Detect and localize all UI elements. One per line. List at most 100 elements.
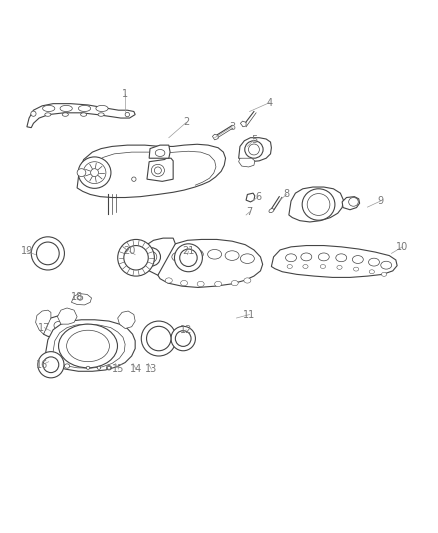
- Ellipse shape: [180, 249, 197, 266]
- Ellipse shape: [172, 252, 186, 262]
- Polygon shape: [246, 193, 255, 202]
- Polygon shape: [212, 134, 218, 140]
- Text: 7: 7: [247, 207, 253, 217]
- Text: 5: 5: [251, 135, 257, 145]
- Ellipse shape: [302, 189, 335, 220]
- Ellipse shape: [78, 106, 91, 111]
- Text: 4: 4: [266, 98, 272, 108]
- Text: 21: 21: [182, 246, 194, 256]
- Ellipse shape: [83, 161, 106, 183]
- Ellipse shape: [107, 366, 111, 369]
- Ellipse shape: [60, 106, 72, 111]
- Ellipse shape: [64, 364, 70, 368]
- Ellipse shape: [269, 208, 274, 213]
- Ellipse shape: [147, 326, 171, 351]
- Text: 18: 18: [71, 292, 83, 302]
- Ellipse shape: [54, 321, 63, 329]
- Ellipse shape: [197, 281, 204, 287]
- Text: 6: 6: [255, 192, 261, 201]
- Ellipse shape: [368, 258, 379, 266]
- Ellipse shape: [337, 265, 342, 269]
- Ellipse shape: [78, 157, 111, 188]
- Ellipse shape: [141, 321, 176, 356]
- Polygon shape: [27, 103, 135, 128]
- Ellipse shape: [307, 193, 330, 215]
- Ellipse shape: [118, 239, 154, 276]
- Ellipse shape: [62, 113, 68, 116]
- Ellipse shape: [248, 144, 259, 155]
- Ellipse shape: [43, 357, 59, 373]
- Ellipse shape: [303, 264, 308, 269]
- Polygon shape: [289, 187, 343, 222]
- Ellipse shape: [369, 270, 374, 274]
- Ellipse shape: [353, 256, 363, 263]
- Ellipse shape: [353, 267, 359, 271]
- Ellipse shape: [225, 251, 239, 261]
- Ellipse shape: [154, 167, 161, 174]
- Ellipse shape: [142, 248, 160, 266]
- Ellipse shape: [151, 164, 164, 176]
- Ellipse shape: [132, 177, 136, 181]
- Text: 14: 14: [130, 364, 142, 374]
- Text: 1: 1: [122, 89, 128, 99]
- Polygon shape: [43, 316, 76, 337]
- Ellipse shape: [45, 113, 51, 116]
- Polygon shape: [71, 294, 92, 305]
- Ellipse shape: [215, 281, 222, 287]
- Ellipse shape: [180, 280, 187, 286]
- Text: 12: 12: [180, 325, 192, 335]
- Ellipse shape: [36, 242, 59, 265]
- Ellipse shape: [231, 280, 238, 286]
- Text: 17: 17: [38, 322, 50, 333]
- Ellipse shape: [240, 254, 254, 263]
- Ellipse shape: [146, 252, 157, 262]
- Polygon shape: [147, 158, 173, 181]
- Ellipse shape: [175, 330, 191, 346]
- Ellipse shape: [286, 254, 297, 262]
- Text: 8: 8: [284, 189, 290, 199]
- Ellipse shape: [124, 246, 148, 270]
- Text: 11: 11: [244, 310, 256, 319]
- Ellipse shape: [155, 149, 165, 157]
- Polygon shape: [158, 239, 263, 287]
- Ellipse shape: [91, 169, 99, 176]
- Ellipse shape: [165, 278, 172, 283]
- Polygon shape: [149, 145, 170, 158]
- Ellipse shape: [78, 296, 83, 300]
- Polygon shape: [35, 310, 51, 334]
- Text: 3: 3: [229, 122, 235, 132]
- Ellipse shape: [336, 254, 347, 262]
- Polygon shape: [118, 311, 135, 328]
- Ellipse shape: [381, 261, 392, 269]
- Polygon shape: [239, 138, 272, 161]
- Ellipse shape: [77, 169, 86, 176]
- Ellipse shape: [38, 352, 64, 378]
- Text: 16: 16: [36, 360, 48, 370]
- Ellipse shape: [125, 112, 130, 117]
- Ellipse shape: [349, 198, 358, 206]
- Text: 9: 9: [378, 196, 384, 206]
- Polygon shape: [239, 158, 255, 167]
- Text: 20: 20: [124, 246, 136, 256]
- Text: 10: 10: [396, 242, 409, 252]
- Ellipse shape: [189, 249, 203, 259]
- Polygon shape: [57, 308, 77, 324]
- Polygon shape: [272, 246, 397, 277]
- Ellipse shape: [67, 330, 110, 362]
- Text: 13: 13: [145, 364, 157, 374]
- Ellipse shape: [244, 278, 251, 283]
- Ellipse shape: [287, 264, 292, 269]
- Ellipse shape: [81, 113, 87, 116]
- Ellipse shape: [171, 326, 195, 351]
- Ellipse shape: [31, 237, 64, 270]
- Ellipse shape: [59, 324, 117, 368]
- Ellipse shape: [381, 272, 387, 276]
- Ellipse shape: [106, 366, 112, 370]
- Ellipse shape: [301, 253, 312, 261]
- Polygon shape: [44, 320, 135, 372]
- Ellipse shape: [42, 106, 55, 111]
- Text: 15: 15: [113, 364, 125, 374]
- Polygon shape: [141, 238, 175, 275]
- Ellipse shape: [86, 366, 90, 369]
- Ellipse shape: [320, 264, 325, 269]
